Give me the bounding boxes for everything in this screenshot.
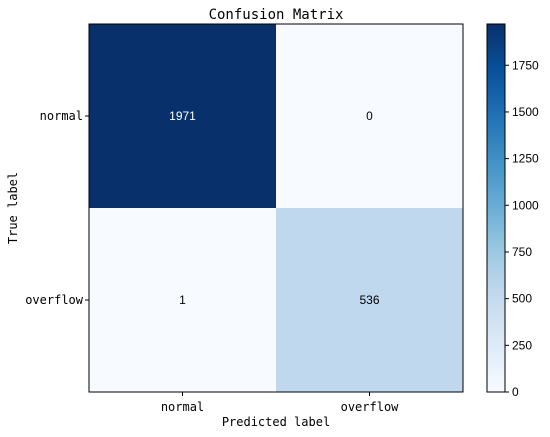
colorbar-tick-label: 0 — [512, 385, 519, 399]
colorbar-tick-label: 750 — [512, 245, 532, 259]
heatmap-cell — [89, 24, 276, 208]
heatmap-cells: 1971 0 1 536 — [89, 24, 463, 392]
colorbar-tick-label: 1000 — [512, 198, 539, 212]
colorbar-tick-label: 250 — [512, 338, 532, 352]
y-axis-label: True label — [6, 172, 20, 244]
colorbar — [486, 23, 506, 393]
cell-value-label: 1 — [179, 293, 186, 307]
cell-value-label: 1971 — [169, 109, 196, 123]
x-axis: normal overflow — [161, 392, 399, 414]
plot-frame — [88, 23, 464, 393]
y-tick-label: normal — [40, 109, 83, 123]
heatmap-cell — [276, 24, 463, 208]
colorbar-tick-label: 1750 — [512, 58, 539, 72]
heatmap-cell — [89, 208, 276, 392]
colorbar-tick-label: 1250 — [512, 152, 539, 166]
cell-value-label: 0 — [366, 109, 373, 123]
colorbar-tick-label: 1500 — [512, 105, 539, 119]
y-axis: normal overflow — [25, 109, 89, 307]
x-tick-label: normal — [161, 400, 204, 414]
colorbar-tick-label: 500 — [512, 292, 532, 306]
heatmap-cell — [276, 208, 463, 392]
x-axis-label: Predicted label — [222, 415, 330, 429]
x-tick-label: overflow — [341, 400, 400, 414]
chart-title: Confusion Matrix — [209, 7, 344, 23]
colorbar-axis: 0 250 500 750 1000 1250 1500 1750 — [505, 58, 539, 399]
y-tick-label: overflow — [25, 293, 84, 307]
cell-value-label: 536 — [359, 293, 379, 307]
